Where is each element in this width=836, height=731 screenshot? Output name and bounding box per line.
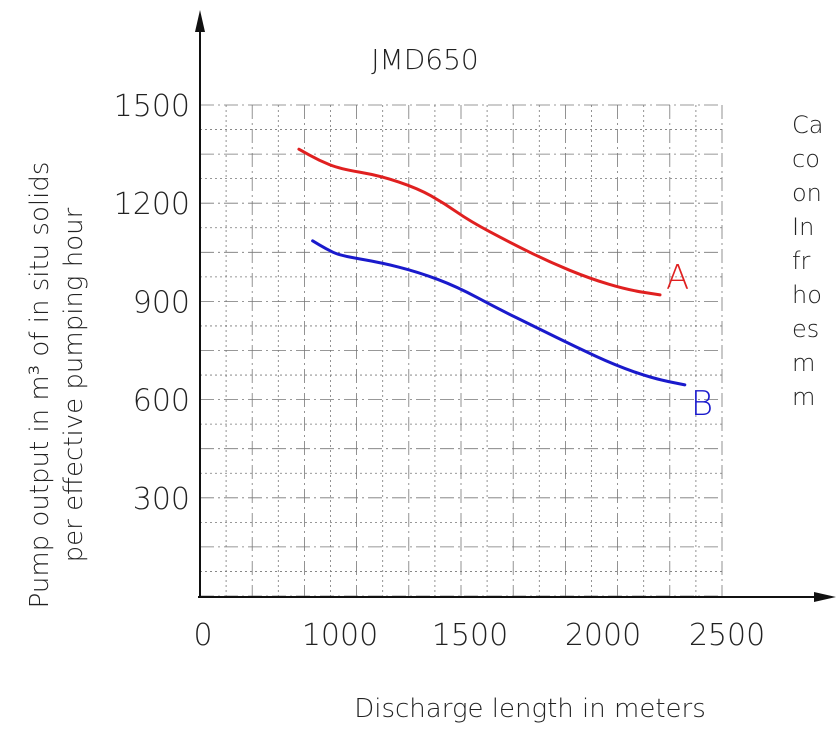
grid [199,104,723,597]
y-ticks: 1500 1200 900 600 300 [114,89,190,517]
y-tick-label: 300 [133,482,190,517]
series-lines [297,147,687,387]
x-tick-label: 2500 [689,618,765,653]
x-tick-label: 1500 [432,618,508,653]
x-axis-arrow [814,592,836,602]
side-note-text: Ca co on In fr ho es mm [792,111,823,411]
side-note-line: Ca [792,111,823,139]
axes [195,10,836,602]
series-line-a [297,147,662,297]
y-tick-label: 900 [133,285,190,320]
side-note-line: In [792,213,814,241]
series-label-a: A [666,258,689,298]
series-line-b [311,239,687,387]
series-labels: AB [666,258,713,424]
chart-title: JMD650 [371,43,478,76]
y-axis-label-line-1: Pump output in m³ of in situ solids [25,162,55,609]
x-tick-label: 0 [193,618,212,653]
y-axis-label-line-2: per effective pumping hour [59,207,89,562]
series-label-b: B [691,384,713,424]
side-note-line: co [792,145,820,173]
x-ticks: 0 1000 1500 2000 2500 [193,618,765,653]
side-note-line: m [792,383,815,411]
x-tick-label: 2000 [565,618,641,653]
side-note-line: es [792,315,819,343]
x-tick-label: 1000 [302,618,378,653]
side-note-line: fr [792,247,810,275]
side-note-line: on [792,179,822,207]
x-axis-label: Discharge length in meters [354,694,706,724]
y-tick-label: 1200 [114,187,190,222]
y-tick-label: 1500 [114,89,190,124]
y-axis-arrow [195,10,205,32]
side-note-line: m [792,349,815,377]
side-note-line: ho [792,281,822,309]
y-tick-label: 600 [133,384,190,419]
